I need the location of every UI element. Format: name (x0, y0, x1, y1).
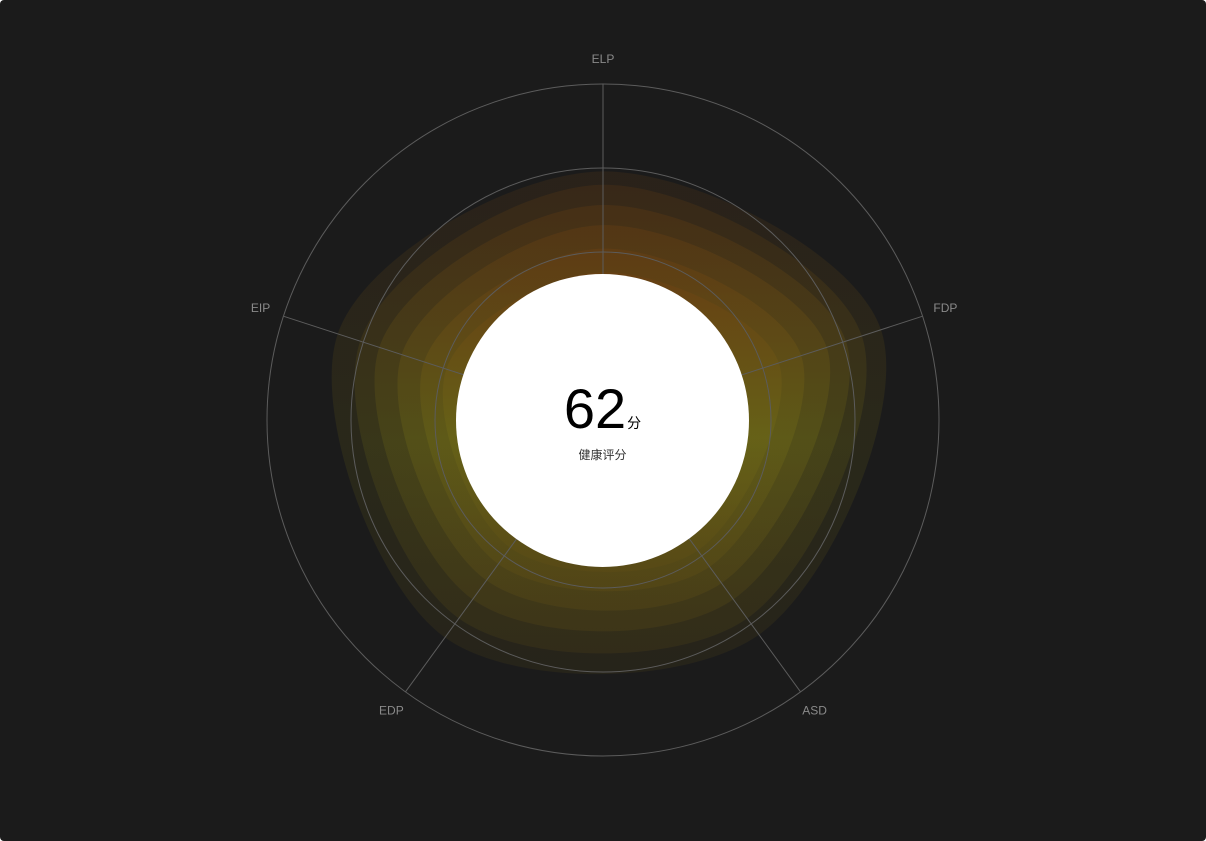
score-disc: 62分 健康评分 (456, 274, 749, 567)
axis-label-fdp: FDP (933, 301, 957, 315)
axis-label-eip: EIP (251, 301, 270, 315)
score-row: 62分 (456, 381, 749, 437)
axis-label-elp: ELP (592, 52, 615, 66)
axis-labels: ELP FDP ASD EDP EIP (251, 52, 957, 717)
score-unit: 分 (627, 416, 642, 432)
score-value: 62 (563, 377, 627, 440)
axis-label-asd: ASD (802, 703, 827, 717)
axis-label-edp: EDP (379, 703, 404, 717)
score-caption: 健康评分 (578, 448, 627, 462)
